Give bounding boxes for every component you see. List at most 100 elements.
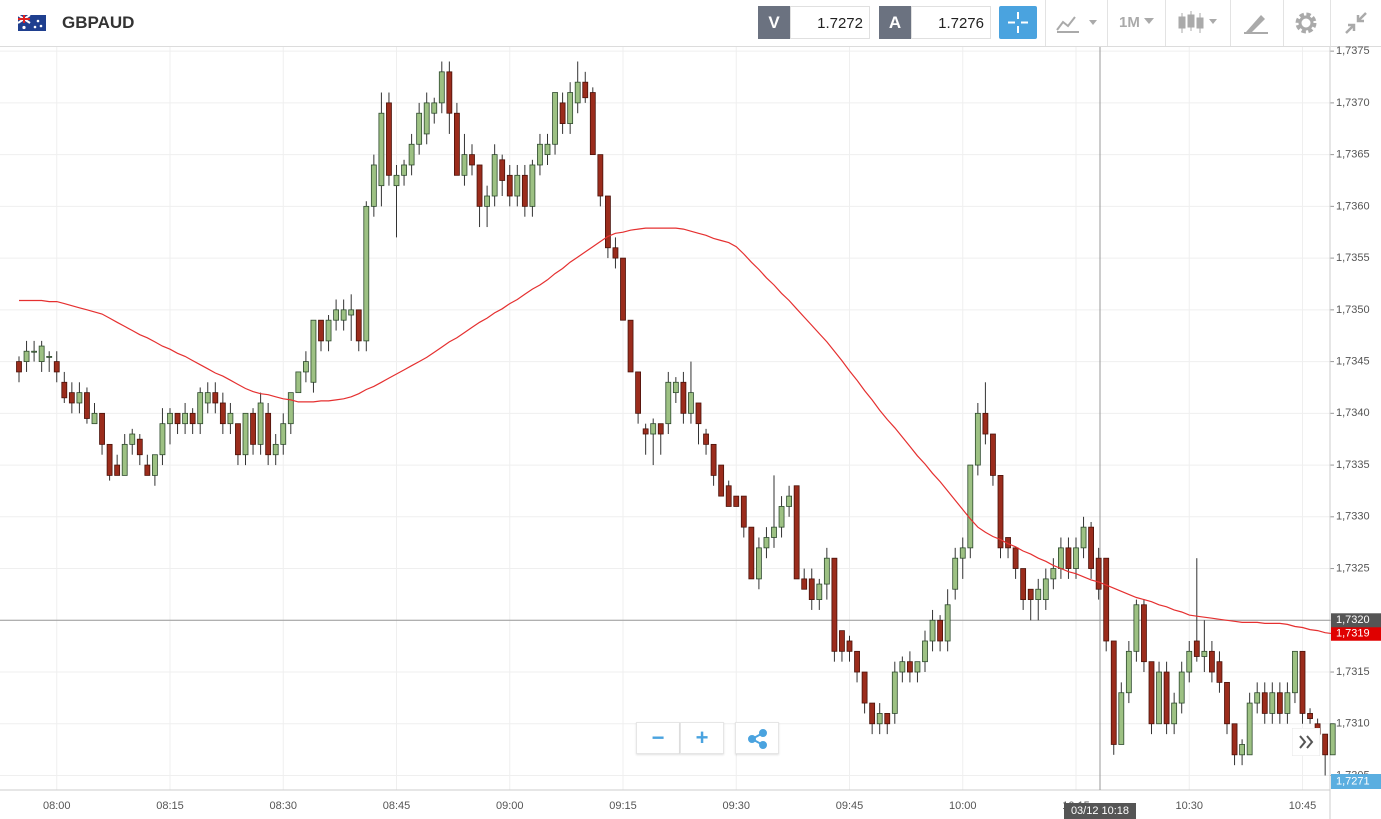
last-value-label: 1,7319 xyxy=(1336,628,1370,640)
symbol: GBPAUD xyxy=(62,13,135,32)
candle-body xyxy=(650,423,657,435)
candle-body xyxy=(204,392,211,404)
candle-body xyxy=(907,661,913,673)
y-tick-label: 1,7360 xyxy=(1336,200,1370,212)
separator xyxy=(1165,0,1166,46)
scroll-right-button[interactable] xyxy=(1292,728,1320,756)
candle-body xyxy=(801,578,808,590)
buy-label[interactable]: A xyxy=(879,6,911,39)
candle-body xyxy=(982,412,989,435)
candle-body xyxy=(665,381,672,425)
y-tick-label: 1,7330 xyxy=(1336,511,1370,523)
timeframe-button[interactable]: 1M xyxy=(1119,14,1140,31)
candle-body xyxy=(416,112,423,145)
candle-body xyxy=(748,526,755,580)
candle-body xyxy=(1178,671,1185,704)
last-value-tag xyxy=(1331,626,1381,641)
candle-body xyxy=(265,412,272,456)
candle-body xyxy=(1329,723,1336,756)
candle-body xyxy=(484,195,491,207)
candle-body xyxy=(257,402,264,445)
candle-body xyxy=(325,319,332,342)
candle-body xyxy=(461,154,468,176)
candle-body xyxy=(846,640,853,652)
buy-price[interactable]: 1.7276 xyxy=(911,6,991,39)
sell-price[interactable]: 1.7272 xyxy=(790,6,870,39)
candle-body xyxy=(952,557,959,590)
candle-body xyxy=(1163,671,1170,725)
candle-body xyxy=(61,381,68,399)
candle-body xyxy=(1292,650,1298,694)
candle-body xyxy=(635,371,641,414)
candle-body xyxy=(891,671,898,714)
zoom-out-button[interactable]: − xyxy=(636,722,680,754)
crosshair-y-label: 1,7320 xyxy=(1336,614,1370,626)
candle-body xyxy=(559,102,566,124)
candle-body xyxy=(1095,557,1102,590)
x-tick-label: 09:45 xyxy=(836,800,864,812)
candle-body xyxy=(620,257,626,321)
candle-body xyxy=(672,381,679,394)
caret xyxy=(1144,18,1154,24)
candle-body xyxy=(242,412,249,456)
candle-body xyxy=(1209,650,1215,673)
candle-body xyxy=(1231,723,1238,756)
candle-body xyxy=(1276,692,1283,714)
crosshair-button[interactable] xyxy=(999,6,1037,39)
candle-body xyxy=(974,412,981,466)
candle-body xyxy=(1110,640,1117,745)
toolbar: GBPAUD V 1.7272 A 1.7276 1M xyxy=(0,0,1381,47)
candle-body xyxy=(514,174,521,197)
x-tick-label: 09:30 xyxy=(722,800,750,812)
candle-body xyxy=(287,392,294,425)
candle-body xyxy=(1261,692,1268,714)
share-button[interactable] xyxy=(735,722,779,754)
crosshair-x-tag xyxy=(1064,803,1136,819)
candle-body xyxy=(99,412,105,445)
candle-body xyxy=(68,392,75,404)
candle-body xyxy=(657,423,664,435)
candle-body xyxy=(567,92,574,124)
candle-body xyxy=(1322,733,1329,756)
candle-body xyxy=(408,143,415,166)
candle-body xyxy=(839,630,845,652)
candle-body xyxy=(401,164,407,176)
candle-body xyxy=(129,433,136,445)
candle-type-button[interactable] xyxy=(1177,10,1223,36)
candle-body xyxy=(944,604,951,642)
crosshair-y-tag xyxy=(1331,613,1381,628)
candle-body xyxy=(1171,702,1178,725)
candle-body xyxy=(446,71,453,114)
zoom-in-button[interactable]: + xyxy=(680,722,724,754)
candle-body xyxy=(899,661,906,673)
candle-body xyxy=(1103,557,1110,642)
candle-body xyxy=(922,640,928,663)
settings-button[interactable] xyxy=(1294,11,1318,35)
x-tick-label: 10:00 xyxy=(949,800,977,812)
x-tick-label: 09:15 xyxy=(609,800,637,812)
x-tick-label: 09:00 xyxy=(496,800,524,812)
x-tick-label: 08:15 xyxy=(156,800,184,812)
x-tick-label: 08:00 xyxy=(43,800,71,812)
y-tick-label: 1,7340 xyxy=(1336,407,1370,419)
candle-body xyxy=(136,438,143,456)
candle-body xyxy=(151,454,158,476)
candle-body xyxy=(914,661,921,673)
candle-body xyxy=(1050,568,1057,580)
candle-body xyxy=(1088,526,1094,569)
candle-body xyxy=(582,81,589,99)
candle-body xyxy=(552,92,558,145)
candle-body xyxy=(756,547,762,580)
draw-button[interactable] xyxy=(1243,11,1269,35)
candle-body xyxy=(348,309,355,316)
y-tick-label: 1,7355 xyxy=(1336,252,1370,264)
y-tick-label: 1,7345 xyxy=(1336,355,1370,367)
chart-type-button[interactable] xyxy=(1055,12,1101,34)
sell-label[interactable]: V xyxy=(758,6,790,39)
candle-body xyxy=(174,412,181,425)
candle-body xyxy=(423,102,430,135)
collapse-button[interactable] xyxy=(1344,11,1368,35)
candle-body xyxy=(23,350,30,362)
candle-body xyxy=(937,619,943,642)
